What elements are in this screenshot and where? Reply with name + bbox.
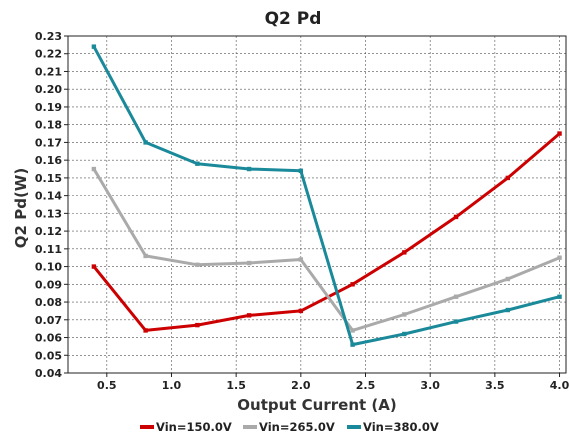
series-2 <box>91 44 562 347</box>
series-2-point-1 <box>143 140 148 145</box>
y-tick-label-19: 0.23 <box>35 30 62 43</box>
grid-lines <box>68 35 566 374</box>
series-0-point-7 <box>453 214 459 220</box>
series-0-point-4 <box>298 308 304 314</box>
y-tick-label-3: 0.07 <box>35 314 62 327</box>
series-0-point-9 <box>557 131 562 136</box>
series-1-point-0 <box>91 166 97 172</box>
y-tick-label-4: 0.08 <box>35 296 62 309</box>
series-1-point-2 <box>195 262 200 268</box>
series-1-point-5 <box>350 328 355 333</box>
y-tick-label-8: 0.12 <box>35 225 62 238</box>
chart-title: Q2 Pd <box>265 9 322 29</box>
series-2-point-5 <box>350 342 355 347</box>
y-tick-label-2: 0.06 <box>35 332 62 345</box>
series-2-point-9 <box>557 294 562 299</box>
series-0 <box>91 131 562 333</box>
series-2-point-7 <box>453 319 459 324</box>
series-2-point-0 <box>91 44 97 49</box>
series-line-0 <box>92 132 561 332</box>
y-axis-ticks: 0.04 0.05 0.06 0.07 0.08 0.09 0.10 0.11 0.12 0.13… <box>35 30 68 380</box>
y-tick-label-16: 0.20 <box>35 83 62 96</box>
x-axis-label: Output Current (A) <box>237 396 396 414</box>
series-0-point-0 <box>91 264 97 269</box>
series-0-point-2 <box>195 322 200 328</box>
series-1-point-8 <box>505 276 510 282</box>
series-1 <box>91 166 562 333</box>
y-tick-label-1: 0.05 <box>35 349 62 362</box>
y-tick-label-9: 0.13 <box>35 207 62 220</box>
series-0-point-6 <box>402 250 407 255</box>
series-1-point-9 <box>557 255 562 260</box>
series-2-point-4 <box>298 168 304 173</box>
x-tick-label-3: 2.0 <box>291 379 311 392</box>
y-tick-label-12: 0.16 <box>35 154 62 167</box>
plot-frame <box>67 35 567 374</box>
series-2-point-8 <box>505 307 510 313</box>
y-tick-label-6: 0.10 <box>35 261 62 274</box>
y-tick-label-0: 0.04 <box>35 367 62 380</box>
y-tick-label-11: 0.15 <box>35 172 62 185</box>
series-layer <box>91 44 562 347</box>
legend-label-1: Vin=265.0V <box>259 420 335 434</box>
y-tick-label-15: 0.19 <box>35 101 62 114</box>
series-1-point-4 <box>298 257 304 262</box>
series-2-point-3 <box>246 166 252 172</box>
x-tick-label-6: 3.5 <box>485 379 505 392</box>
y-tick-label-13: 0.17 <box>35 136 62 149</box>
x-tick-label-4: 2.5 <box>356 379 376 392</box>
y-axis-label: Q2 Pd(W) <box>12 168 30 248</box>
x-tick-label-1: 1.0 <box>162 379 182 392</box>
x-tick-label-5: 3.0 <box>420 379 440 392</box>
x-tick-label-2: 1.5 <box>226 379 246 392</box>
series-0-point-8 <box>505 175 510 181</box>
legend: Vin=150.0V Vin=265.0V Vin=380.0V <box>140 420 439 434</box>
series-0-point-1 <box>143 328 148 333</box>
x-axis-ticks: 0.5 1.0 1.5 2.0 2.5 3.0 3.5 4.0 <box>97 373 570 392</box>
y-tick-label-7: 0.11 <box>35 243 62 256</box>
series-0-point-3 <box>246 313 252 318</box>
series-1-point-7 <box>453 294 459 299</box>
y-tick-label-5: 0.09 <box>35 278 62 291</box>
y-tick-label-10: 0.14 <box>35 190 62 203</box>
y-tick-label-17: 0.21 <box>35 65 62 78</box>
series-0-point-5 <box>350 282 355 287</box>
y-tick-label-14: 0.18 <box>35 119 62 132</box>
series-1-point-6 <box>402 312 407 317</box>
series-line-1 <box>92 168 561 332</box>
x-tick-label-7: 4.0 <box>550 379 570 392</box>
x-tick-label-0: 0.5 <box>97 379 117 392</box>
series-1-point-1 <box>143 253 148 259</box>
y-tick-label-18: 0.22 <box>35 48 62 61</box>
series-2-point-6 <box>402 331 407 337</box>
legend-label-0: Vin=150.0V <box>156 420 232 434</box>
series-1-point-3 <box>246 260 252 266</box>
series-2-point-2 <box>195 161 200 166</box>
legend-label-2: Vin=380.0V <box>363 420 439 434</box>
series-line-2 <box>92 45 560 347</box>
